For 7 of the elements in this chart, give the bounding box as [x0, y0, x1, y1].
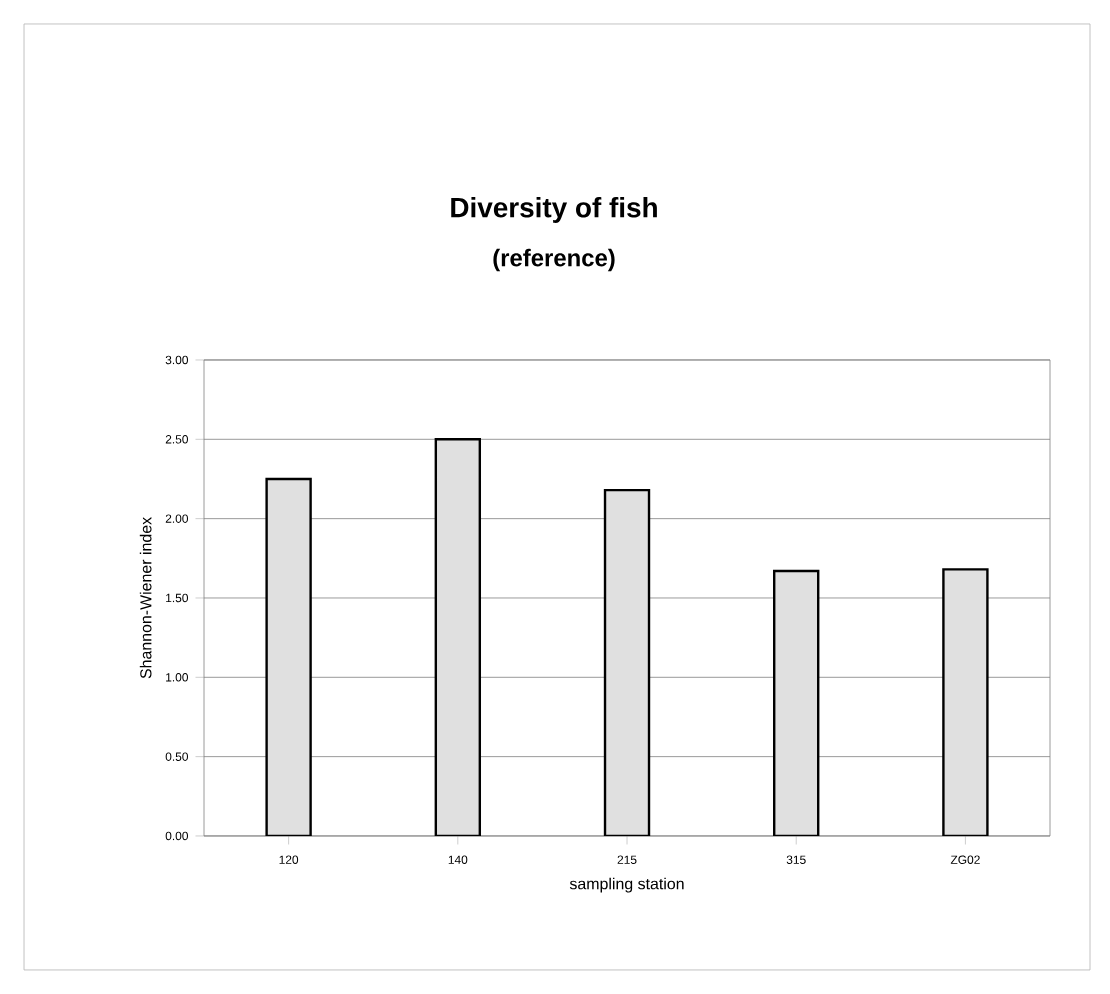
bar: [773, 569, 820, 836]
bar: [265, 477, 312, 836]
chart-subtitle: (reference): [493, 248, 615, 272]
bar: [942, 568, 989, 836]
chart-title: Diversity of fish: [451, 196, 657, 223]
bar: [434, 438, 482, 836]
bar: [603, 488, 651, 836]
